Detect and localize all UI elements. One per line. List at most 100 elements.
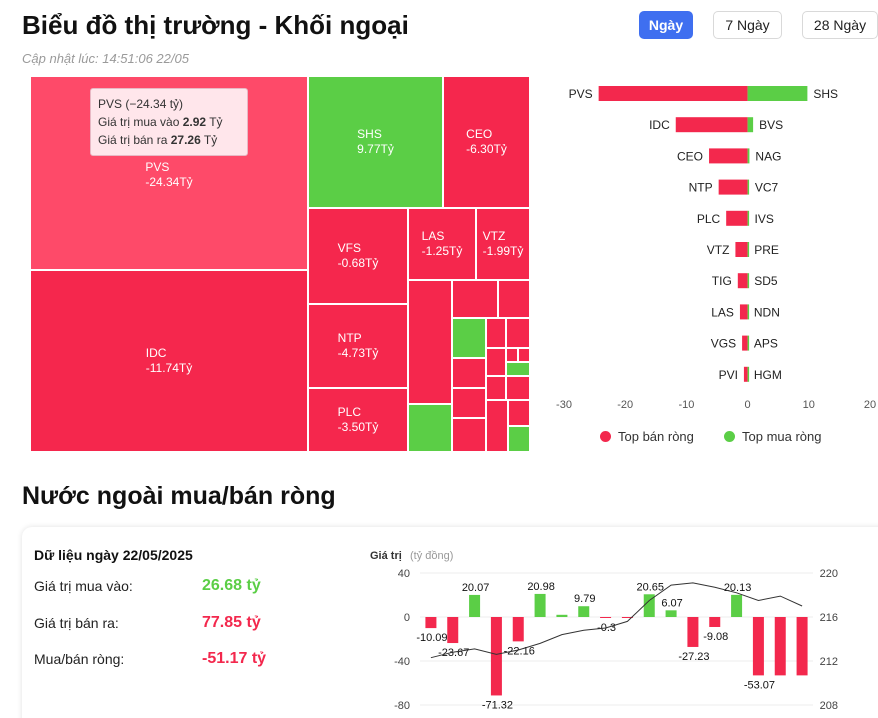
buy-category-label: BVS [759,118,783,132]
net-bar [796,617,808,676]
treemap-cell-small[interactable] [452,418,486,452]
buy-category-label: VC7 [755,181,779,195]
treemap-cell-small[interactable] [452,388,486,418]
update-timestamp: Cập nhật lúc: 14:51:06 22/05 [22,51,189,66]
buy-bar [747,273,750,289]
treemap-cell-plc[interactable]: PLC -3.50Tỷ [308,388,408,452]
bar-data-label: -71.32 [482,699,513,711]
treemap-cell-shs[interactable]: SHS 9.77Tỷ [308,76,443,208]
chart-title: Giá trị [370,550,402,562]
net-bar [425,617,437,629]
y-tick-label: 0 [404,612,410,624]
sell-bar [742,335,748,351]
treemap-cell-small[interactable] [506,348,518,362]
buy-bar [747,117,754,133]
sell-dot-icon [600,431,611,442]
cell-code: NTP [337,331,362,345]
sell-category-label: LAS [711,305,734,319]
treemap-cell-las[interactable]: LAS -1.25Tỷ [408,208,476,280]
buy-category-label: SHS [813,87,838,101]
treemap-cell-small[interactable] [486,348,506,376]
summary-date: Dữ liệu ngày 22/05/2025 [34,547,193,563]
sell-category-label: CEO [677,149,703,163]
sell-bar [709,148,748,164]
net-bar [469,594,481,617]
buy-bar [747,335,750,351]
treemap-cell-small[interactable] [506,362,530,376]
cell-value: -4.73Tỷ [337,346,379,360]
net-bar [731,594,743,617]
legend-buy[interactable]: Top mua ròng [724,429,822,444]
treemap-cell-small[interactable] [486,400,508,452]
bar-data-label: -53.07 [744,679,775,691]
sell-bar [675,117,748,133]
bar-data-label: 20.65 [636,581,664,593]
bar-data-label: 20.98 [527,581,555,593]
treemap-cell-small[interactable] [506,318,530,348]
bar-data-label: -23.67 [438,647,469,659]
sell-bar [718,179,748,195]
buy-bar [747,179,750,195]
cell-value: -1.25Tỷ [421,244,463,258]
cell-value: -3.50Tỷ [337,420,379,434]
bar-data-label: 20.13 [724,582,752,594]
net-bar [752,617,764,676]
treemap-cell-ntp[interactable]: NTP -4.73Tỷ [308,304,408,388]
sell-bar [737,273,748,289]
net-bar [774,617,786,676]
sell-bar [735,242,748,257]
treemap-cell-small[interactable] [508,426,530,452]
tooltip-sell-row: Giá trị bán ra 27.26 Tỷ [98,133,218,147]
y2-tick-label: 212 [820,656,838,668]
treemap-cell-small[interactable] [486,318,506,348]
buy-category-label: IVS [755,212,774,226]
legend-sell[interactable]: Top bán ròng [600,429,694,444]
top-net-bar-chart: PVS SHS IDC BVS CEO NAG NTP VC7 PLC IVS VTZ PRE TIG S… [556,86,876,411]
cell-code: IDC [145,346,167,360]
buy-bar [747,148,750,164]
bar-data-label: 6.07 [661,597,682,609]
treemap-cell-vfs[interactable]: VFS -0.68Tỷ [308,208,408,304]
treemap-cell-small[interactable] [408,280,452,404]
treemap-cell-small[interactable] [518,348,530,362]
cell-code: SHS [357,127,382,141]
sell-bar [726,210,748,226]
sell-category-label: IDC [649,118,670,132]
treemap-cell-small[interactable] [486,376,506,400]
index-line [430,582,803,659]
y2-tick-label: 216 [820,612,838,624]
buy-bar [747,210,750,226]
buy-category-label: HGM [754,368,782,382]
treemap-cell-small[interactable] [498,280,530,318]
sell-category-label: VGS [711,337,736,351]
bar-data-label: -27.23 [678,651,709,663]
treemap-cell-small[interactable] [408,404,452,452]
buy-bar [747,86,808,101]
y-tick-label: -40 [394,656,410,668]
cell-value: -24.34Tỷ [145,175,193,189]
treemap-cell-ceo[interactable]: CEO -6.30Tỷ [443,76,530,208]
treemap-cell-small[interactable] [452,280,498,318]
market-treemap: PVS -24.34Tỷ IDC -11.74Tỷ SHS 9.77Tỷ CEO -6.… [30,76,530,452]
treemap-cell-small[interactable] [508,400,530,426]
range-day-button[interactable]: Ngày [639,11,693,39]
x-tick-label: 20 [864,399,876,411]
treemap-tooltip: PVS (−24.34 tỷ) Giá trị mua vào 2.92 Tỷ … [90,88,248,156]
net-bar [709,617,721,627]
y-tick-label: -80 [394,700,410,712]
cell-value: -11.74Tỷ [145,361,193,375]
tooltip-title: PVS (−24.34 tỷ) [98,97,184,111]
range-7day-button[interactable]: 7 Ngày [713,11,782,39]
net-value-label: Mua/bán ròng: [34,651,125,667]
sell-bar [739,304,748,320]
treemap-cell-small[interactable] [506,376,530,400]
bar-data-label: -9.08 [703,631,728,643]
treemap-cell-idc[interactable]: IDC -11.74Tỷ [30,270,308,452]
treemap-cell-small[interactable] [452,358,486,388]
x-tick-label: -30 [556,399,572,411]
cell-value: -0.68Tỷ [337,256,379,270]
buy-category-label: SD5 [754,274,778,288]
treemap-cell-vtz[interactable]: VTZ -1.99Tỷ [476,208,530,280]
range-28day-button[interactable]: 28 Ngày [802,11,878,39]
treemap-cell-small[interactable] [452,318,486,358]
